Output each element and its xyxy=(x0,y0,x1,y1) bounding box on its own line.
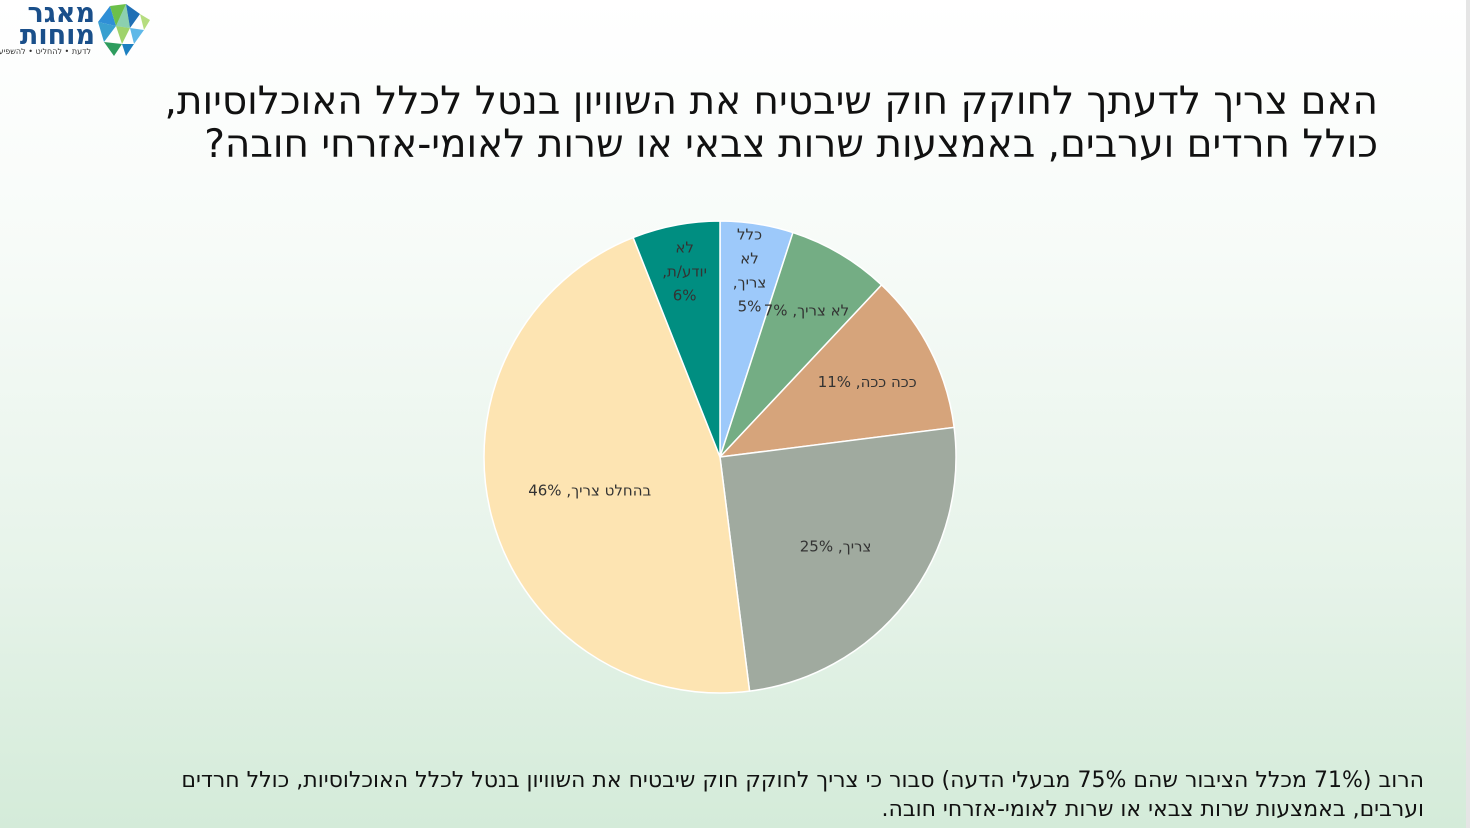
pie-slice-label: בהחלט צריך, 46% xyxy=(528,481,651,499)
pie-slice xyxy=(632,220,721,458)
summary-text: הרוב (71% מכלל הציבור שהם 75% מבעלי הדעה… xyxy=(181,768,1424,822)
pie-slice-label: צריך, 25% xyxy=(800,538,872,556)
pie-slice-label: ככה ככה, 11% xyxy=(818,373,917,391)
pie-slice xyxy=(719,426,957,692)
brain-logo-icon xyxy=(98,4,150,56)
pie-slice-label: כלל לא צריך, 5% xyxy=(733,226,767,316)
logo: מאגר מוחות לדעת • להחליט • להשפיע xyxy=(0,0,160,62)
pie-slice-label: לא צריך, 7% xyxy=(764,302,849,320)
pie-slice xyxy=(718,283,955,459)
logo-line2: מוחות xyxy=(19,20,95,51)
pie-slice xyxy=(483,236,751,694)
logo-line1: מאגר xyxy=(27,0,95,29)
pie-slice-label: לא יודע/ת, 6% xyxy=(662,239,707,305)
pie-slices xyxy=(483,220,957,694)
pie-labels: כלל לא צריך, 5% לא צריך, 7% ככה ככה, 11% צריך,… xyxy=(528,226,917,556)
slide-edge xyxy=(1466,0,1470,828)
pie-slice xyxy=(719,231,883,458)
page-title: האם צריך לדעתך לחוקק חוק שיבטיח את השווי… xyxy=(164,79,1379,167)
logo-tagline: לדעת • להחליט • להשפיע xyxy=(0,47,91,56)
